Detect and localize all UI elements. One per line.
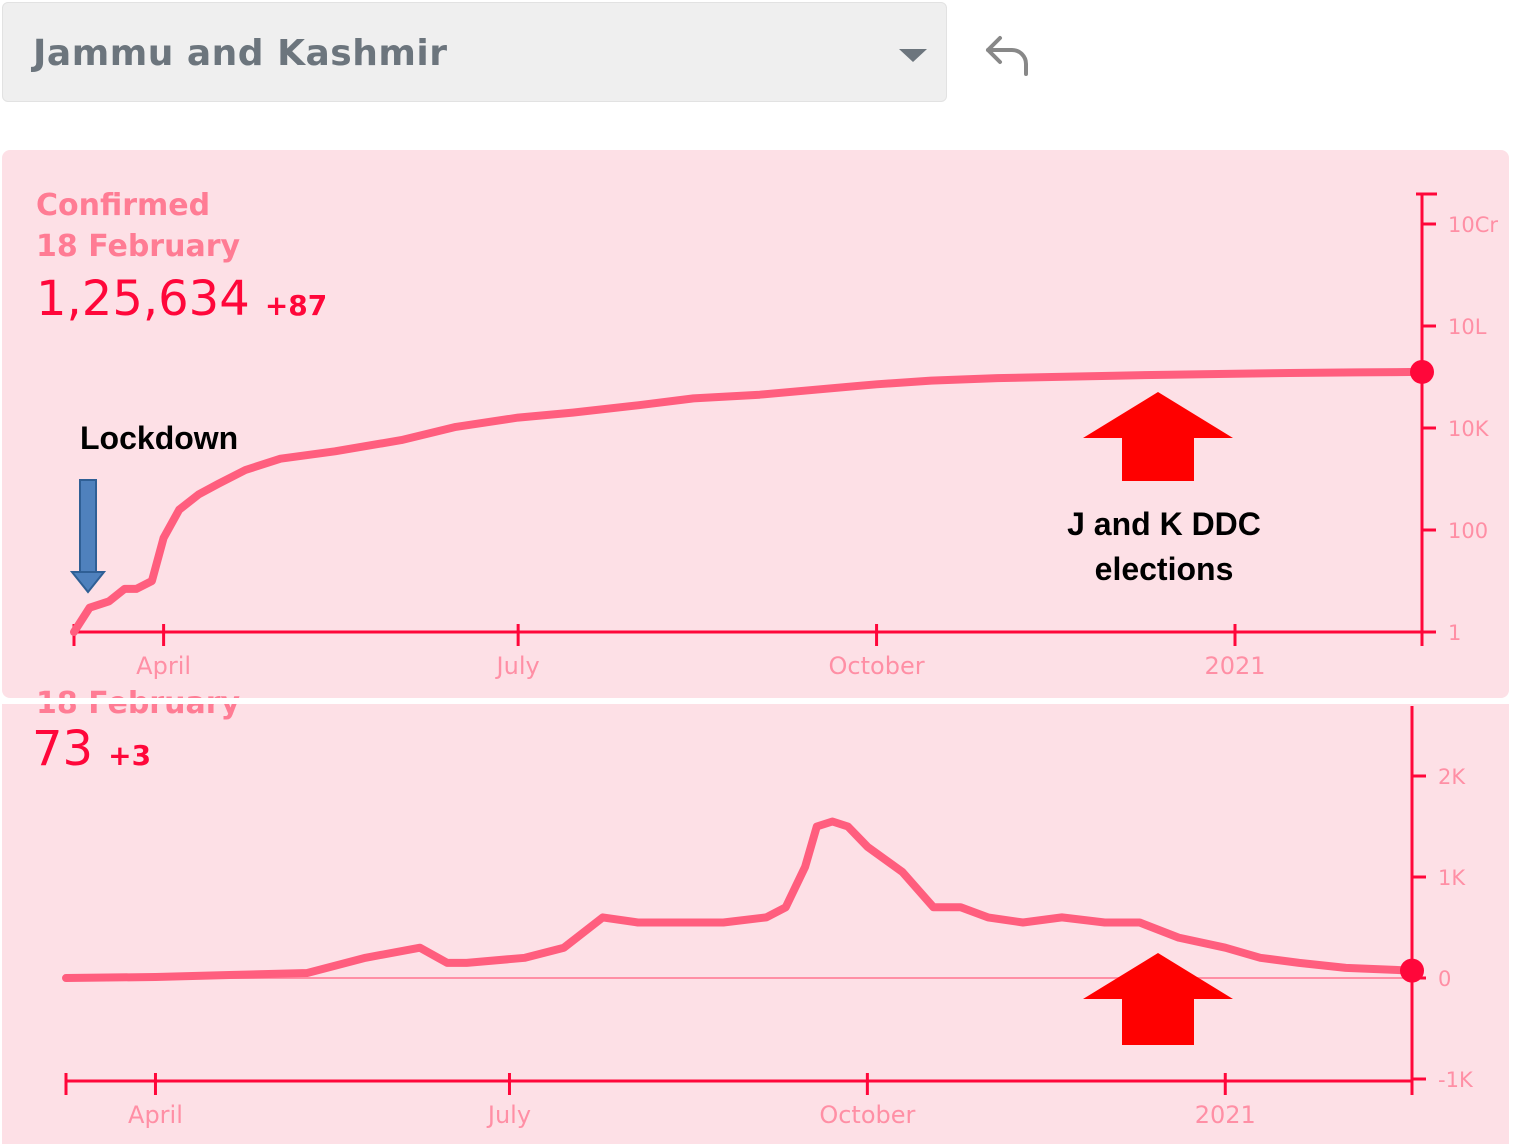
chart2-axes — [64, 706, 1414, 1095]
elections-label-line2: elections — [1095, 551, 1234, 587]
chart1-value: 1,25,634 +87 — [36, 271, 327, 327]
y-tick-label: 10Cr — [1448, 213, 1498, 237]
y-tick-label: -1K — [1438, 1068, 1474, 1092]
lockdown-arrow-icon — [69, 479, 107, 594]
chevron-down-icon[interactable] — [899, 49, 927, 62]
chart2-delta: +3 — [108, 739, 151, 772]
second-chart-panel — [2, 704, 1509, 1144]
chart1-statistic: Confirmed — [36, 188, 210, 223]
state-select[interactable]: Jammu and Kashmir — [2, 2, 947, 102]
elections-arrow-bottom-icon — [1083, 953, 1233, 1045]
x-tick-label: 2021 — [1195, 1101, 1256, 1129]
x-tick-label: July — [495, 652, 540, 680]
elections-label-line1: J and K DDC — [1067, 506, 1261, 542]
y-tick-label: 10L — [1448, 315, 1487, 339]
chart1-series-line — [70, 367, 1426, 636]
state-select-value: Jammu and Kashmir — [33, 33, 448, 74]
y-tick-label: 2K — [1438, 765, 1466, 789]
y-tick-label: 1K — [1438, 866, 1466, 890]
chart2-series-line — [62, 817, 1416, 982]
chart2-value: 73 +3 — [32, 721, 151, 777]
x-tick-label: April — [136, 652, 191, 680]
chart1-x-ticks: April July October 2021 — [136, 624, 1266, 680]
x-tick-label: July — [486, 1101, 531, 1129]
chart2-x-ticks: April July October 2021 — [128, 1073, 1256, 1129]
lockdown-label: Lockdown — [80, 420, 238, 456]
chart1-y-ticks: 1 100 10K 10L 10Cr — [1422, 213, 1498, 645]
x-tick-label: October — [819, 1101, 915, 1129]
confirmed-chart-panel — [2, 150, 1509, 698]
chart2-total: 73 — [32, 721, 93, 777]
y-tick-label: 0 — [1438, 967, 1451, 991]
y-tick-label: 1 — [1448, 621, 1461, 645]
x-tick-label: 2021 — [1204, 652, 1265, 680]
x-tick-label: April — [128, 1101, 183, 1129]
x-tick-label: October — [829, 652, 925, 680]
y-tick-label: 100 — [1448, 519, 1488, 543]
undo-icon[interactable] — [984, 30, 1034, 80]
chart1-date: 18 February — [36, 229, 240, 264]
chart1-last-point — [1410, 359, 1434, 384]
chart1-total: 1,25,634 — [36, 271, 250, 327]
chart1-delta: +87 — [265, 289, 327, 322]
chart2-y-ticks: -1K 0 1K 2K — [1412, 765, 1474, 1092]
y-tick-label: 10K — [1448, 417, 1490, 441]
panel-gap — [2, 698, 1509, 704]
chart2-last-point — [1400, 958, 1424, 983]
elections-arrow-top-icon — [1083, 392, 1233, 481]
